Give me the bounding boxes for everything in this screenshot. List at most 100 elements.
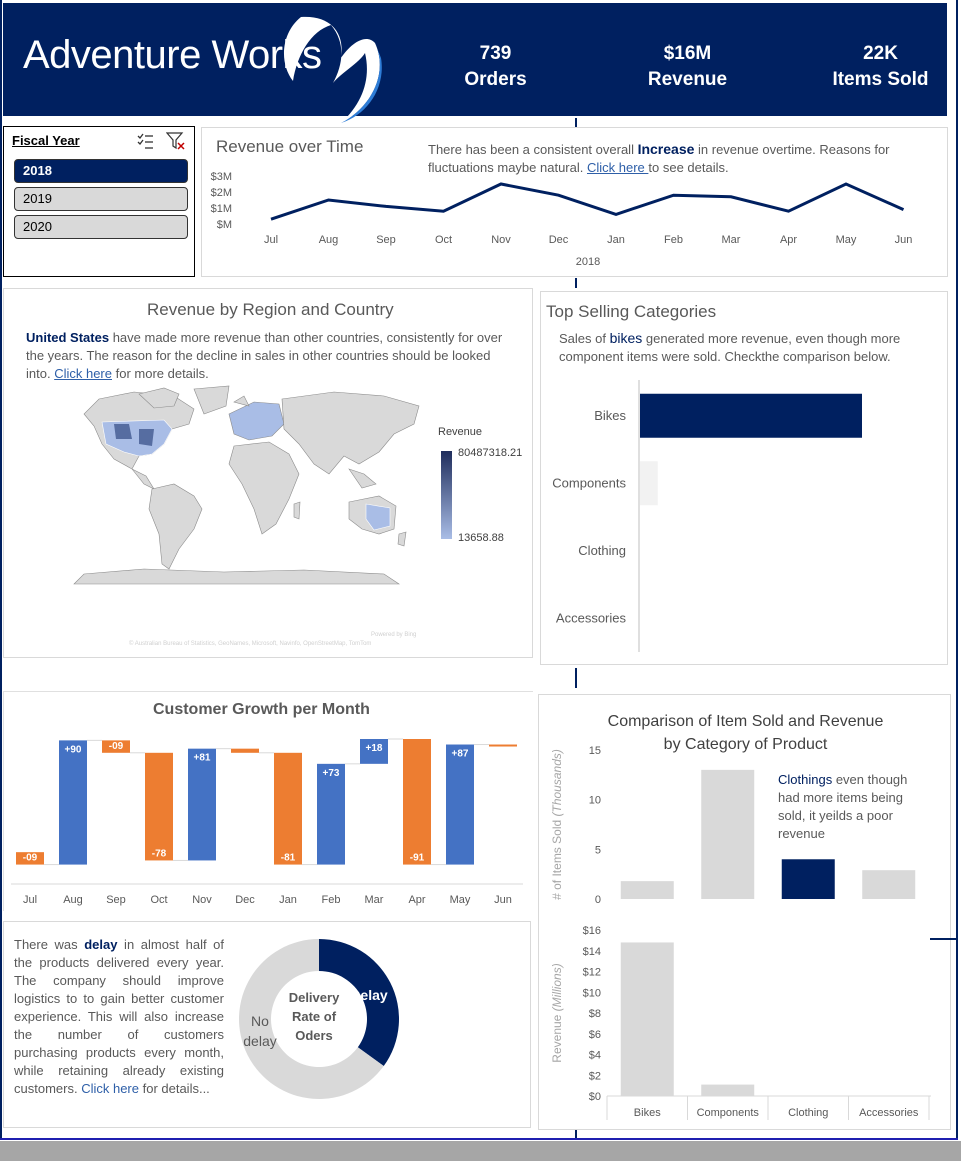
text-segment: There has been a consistent overall (428, 142, 638, 157)
text-segment: even though had more items being sold, i… (778, 772, 908, 841)
delivery-donut-chart: Delay No delay (239, 939, 399, 1099)
bar (781, 859, 835, 899)
kpi-revenue-label: Revenue (647, 69, 728, 90)
bar (620, 881, 674, 899)
bar (701, 1084, 755, 1096)
slicer-item-2018[interactable]: 2018 (14, 159, 188, 183)
waterfall-bar (188, 748, 216, 861)
comparison-title-line1: Comparison of Item Sold and Revenue (607, 713, 884, 730)
y-tick: $6 (589, 1029, 601, 1041)
bottom-scrollbar[interactable] (0, 1141, 961, 1161)
revenue-y-tick: $1M (211, 203, 232, 215)
revenue-x-tick: Jun (895, 234, 913, 246)
comparison-panel: Comparison of Item Sold and Revenue by C… (538, 694, 951, 1130)
x-tick: Bikes (634, 1107, 661, 1119)
slicer-item-2020[interactable]: 2020 (14, 215, 188, 239)
revenue-x-tick: Jan (607, 234, 625, 246)
region-title: Revenue by Region and Country (147, 300, 394, 319)
map-legend-min: 13658.88 (458, 532, 504, 544)
revenue-over-time-panel: Revenue over Time There has been a consi… (201, 127, 948, 277)
waterfall-bar (16, 852, 44, 865)
y-tick: 0 (595, 894, 601, 906)
y-tick: $12 (583, 967, 601, 979)
text-segment: have made more revenue than other countr… (26, 330, 503, 381)
text-segment: There was (14, 937, 85, 952)
revenue-time-text: There has been a consistent overall Incr… (428, 140, 938, 177)
bar (862, 870, 916, 899)
waterfall-x-tick: Sep (106, 894, 126, 906)
waterfall-x-tick: Feb (322, 894, 341, 906)
kpi-items-label: Items Sold (832, 69, 929, 90)
revenue-line-chart: $M $1M $2M $3M Jul Aug Sep Oct Nov Dec Jan Feb Mar Ap… (211, 171, 913, 268)
panel-border (3, 691, 4, 911)
waterfall-data-label: +81 (194, 753, 211, 764)
delivery-text: There was delay in almost half of the pr… (14, 936, 224, 1098)
frame-tick (930, 938, 958, 940)
highlight-united-states: United States (26, 330, 110, 345)
divider-dash (575, 278, 577, 288)
revenue-x-tick: Mar (722, 234, 741, 246)
top-categories-bar-chart: Bikes Components Clothing Accessories (552, 380, 862, 652)
revenue-series-line (270, 182, 905, 221)
kpi-revenue: $16M Revenue (635, 41, 740, 93)
waterfall-bar (489, 744, 517, 747)
revenue-x-tick: Apr (780, 234, 797, 246)
revenue-x-tick: Feb (664, 234, 683, 246)
text-segment: to see details. (648, 160, 729, 175)
waterfall-x-tick: Oct (150, 894, 167, 906)
delivery-details-link[interactable]: Click here (81, 1081, 139, 1096)
y-tick: $16 (583, 925, 601, 937)
text-segment: Sales of (559, 331, 610, 346)
text-segment: in revenue overtime. Reasons for fluctua… (428, 142, 890, 175)
slicer-item-2019[interactable]: 2019 (14, 187, 188, 211)
waterfall-bar (317, 763, 345, 865)
comparison-title-line2: by Category of Product (663, 736, 828, 753)
bar (701, 769, 755, 899)
text-segment: for details... (138, 1081, 210, 1096)
frame-border (956, 0, 958, 1140)
revenue-x-tick: Jul (264, 234, 278, 246)
waterfall-bar (446, 744, 474, 865)
donut-label-delay: Delay (350, 987, 388, 1003)
waterfall-bar (145, 752, 173, 861)
customer-growth-waterfall-chart: -09 Jul +90 Aug -09 Sep -78 Oct +81 Nov Dec -81 Jan +… (11, 738, 523, 906)
revenue-x-tick: May (836, 234, 857, 246)
divider-dash (575, 118, 577, 128)
y-tick: 5 (595, 844, 601, 856)
x-tick: Accessories (859, 1107, 919, 1119)
x-tick: Clothing (788, 1107, 828, 1119)
y-axis-label: # of Items Sold (Thousands) (550, 749, 564, 900)
world-map[interactable] (44, 384, 429, 594)
top-categories-title: Top Selling Categories (546, 302, 717, 321)
logo-text: Adventure Works (23, 33, 322, 77)
waterfall-bar (360, 739, 388, 764)
comparison-annotation: Clothings even though had more items bei… (778, 771, 923, 843)
donut-label-no-delay: delay (243, 1033, 276, 1049)
donut-center-label: Delivery Rate of Oders (288, 990, 340, 1043)
waterfall-x-tick: Nov (192, 894, 212, 906)
revenue-x-tick: Dec (549, 234, 569, 246)
kpi-orders: 739 Orders (443, 41, 548, 93)
waterfall-bar (102, 740, 130, 753)
waterfall-data-label: -91 (410, 853, 425, 864)
revenue-details-link[interactable]: Click here (586, 160, 649, 175)
kpi-items-value: 22K (863, 43, 898, 64)
slicer-title: Fiscal Year (12, 133, 80, 148)
waterfall-bar (59, 740, 87, 865)
region-details-link[interactable]: Click here (54, 366, 112, 381)
kpi-revenue-value: $16M (663, 43, 712, 64)
revenue-x-tick: Nov (491, 234, 511, 246)
clear-filter-icon[interactable] (166, 131, 186, 151)
customer-growth-panel: Customer Growth per Month -09 Jul +90 Aug -0… (3, 691, 533, 911)
items-sold-bar-chart: 0 5 10 15 # of Items Sold (Thousands) (550, 745, 916, 906)
y-tick: $2 (589, 1070, 601, 1082)
divider-dash (575, 1128, 577, 1138)
text-segment: in almost half of the products delivered… (14, 937, 224, 1096)
divider-dash (575, 668, 577, 688)
waterfall-data-label: -81 (281, 853, 296, 864)
waterfall-x-tick: Jul (23, 894, 37, 906)
delivery-panel: There was delay in almost half of the pr… (3, 921, 531, 1128)
revenue-x-tick: Sep (376, 234, 396, 246)
customer-growth-title: Customer Growth per Month (153, 701, 370, 718)
multi-select-icon[interactable] (136, 132, 154, 150)
